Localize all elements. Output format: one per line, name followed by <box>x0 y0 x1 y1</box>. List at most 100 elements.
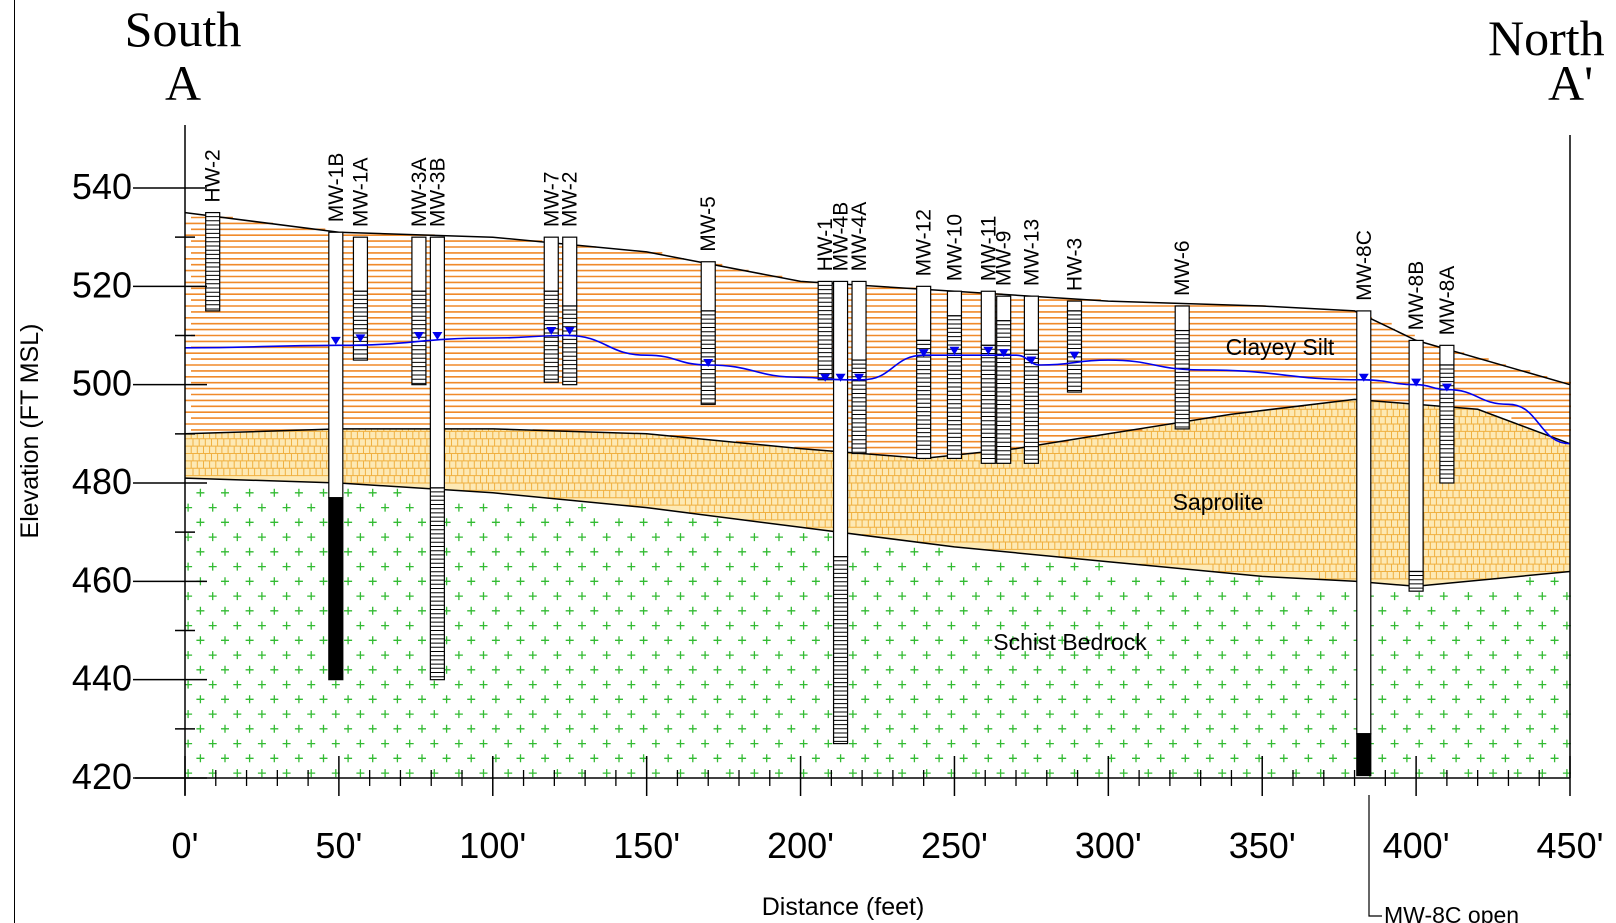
well-mw-4b: MW-4B <box>830 202 853 745</box>
water-level-marker <box>432 331 443 340</box>
well-open-interval <box>1356 733 1372 777</box>
water-level-marker <box>355 334 366 343</box>
x-tick-label: 450' <box>1537 825 1604 866</box>
well-casing <box>1408 339 1424 573</box>
x-tick-label: 100' <box>459 825 526 866</box>
x-tick-label: 300' <box>1075 825 1142 866</box>
well-label: HW-2 <box>202 149 225 202</box>
water-level-marker <box>1069 351 1080 360</box>
bedrock-layer <box>185 478 1571 778</box>
well-screen-slots <box>981 348 996 459</box>
well-label: MW-12 <box>913 209 936 276</box>
heading-a-prime: A' <box>1548 55 1593 111</box>
water-level-marker <box>820 373 831 382</box>
well-screen <box>1408 570 1424 592</box>
well-label: MW-6 <box>1171 240 1194 296</box>
y-tick-label: 500 <box>72 363 132 404</box>
well-mw-6: MW-6 <box>1171 240 1194 430</box>
well-mw-7: MW-7 <box>540 172 563 383</box>
well-casing <box>1174 305 1190 332</box>
well-casing <box>429 236 445 489</box>
water-level-marker <box>918 349 929 358</box>
well-casing <box>562 236 578 307</box>
well-screen-slots <box>818 284 833 379</box>
well-label: MW-1B <box>325 153 348 223</box>
geology-layers <box>185 211 1571 778</box>
water-level-marker <box>1441 383 1452 392</box>
well-mw-2: MW-2 <box>559 172 582 386</box>
well-casing <box>980 290 996 346</box>
x-tick-label: 200' <box>767 825 834 866</box>
y-tick-label: 520 <box>72 264 132 305</box>
y-tick-label: 440 <box>72 658 132 699</box>
well-screen <box>1023 349 1039 464</box>
water-level-marker <box>703 359 714 367</box>
well-casing <box>832 280 849 558</box>
well-label: MW-10 <box>943 214 966 281</box>
well-mw-4a: MW-4A <box>848 202 871 455</box>
well-screen <box>1066 310 1083 393</box>
well-casing <box>1066 300 1083 312</box>
well-mw-8a: MW-8A <box>1436 266 1459 484</box>
well-hw-1: HW-1 <box>814 218 837 381</box>
x-tick-label: 50' <box>315 825 362 866</box>
water-level-marker <box>998 349 1009 358</box>
water-level-marker <box>835 373 846 382</box>
well-casing <box>1023 295 1039 351</box>
water-level-marker <box>1026 356 1037 365</box>
well-screen-slots <box>544 294 559 380</box>
axes: 540 520 500 480 460 440 420 0' 50' 100' 150' 200' 25… <box>72 125 1604 866</box>
well-casing <box>411 236 427 292</box>
well-mw-11: MW-11 <box>977 216 1000 464</box>
water-level-marker <box>1411 378 1422 387</box>
well-casing <box>1439 344 1455 366</box>
well-label: MW-4A <box>848 202 871 272</box>
well-casing <box>851 280 867 361</box>
x-tick-label: 150' <box>613 825 680 866</box>
x-tick-label: 350' <box>1229 825 1296 866</box>
well-mw-1a: MW-1A <box>349 158 372 361</box>
mw-8c-open-note: MW-8C open <box>1384 902 1519 923</box>
well-screen-slots <box>833 560 848 742</box>
well-label: MW-1A <box>349 158 372 228</box>
well-label: MW-8C <box>1353 230 1376 301</box>
water-level-marker <box>330 336 341 345</box>
well-mw-3b: MW-3B <box>426 158 449 681</box>
label-saprolite: Saprolite <box>1173 489 1264 515</box>
well-casing <box>328 231 344 499</box>
well-label: MW-7 <box>540 172 563 228</box>
well-screen-slots <box>430 491 445 678</box>
well-mw-10: MW-10 <box>943 214 966 460</box>
well-mw-12: MW-12 <box>913 209 936 460</box>
well-casing <box>946 290 963 317</box>
well-open-interval <box>328 497 344 681</box>
well-casing <box>700 261 716 312</box>
water-level-marker <box>546 327 557 336</box>
water-table-line <box>184 334 1571 445</box>
well-screen <box>832 556 849 745</box>
x-axis-label: Distance (feet) <box>762 893 925 921</box>
x-tick-label: 400' <box>1383 825 1450 866</box>
bedrock-crosses <box>185 488 1571 778</box>
well-screen <box>700 310 716 405</box>
well-screen-slots <box>205 216 220 310</box>
well-mw-5: MW-5 <box>697 196 720 405</box>
water-level-marker <box>413 331 424 340</box>
x-tick-label: 250' <box>921 825 988 866</box>
well-mw-9: MW-9 <box>993 231 1016 464</box>
label-clayey-silt: Clayey Silt <box>1226 334 1335 360</box>
well-label: HW-1 <box>814 218 837 271</box>
well-screen <box>429 487 445 681</box>
well-mw-8c: MW-8C <box>1353 230 1376 777</box>
well-casing <box>543 236 559 292</box>
heading-south: South <box>125 1 242 57</box>
well-label: MW-13 <box>1020 219 1043 286</box>
well-label: MW-8B <box>1405 261 1428 331</box>
y-axis-label: Elevation (FT MSL) <box>16 324 44 539</box>
well-label: MW-5 <box>697 196 720 252</box>
well-label: MW-3A <box>408 158 431 228</box>
well-screen-slots <box>916 343 931 455</box>
water-level-marker <box>854 373 865 382</box>
water-table <box>184 327 1571 445</box>
